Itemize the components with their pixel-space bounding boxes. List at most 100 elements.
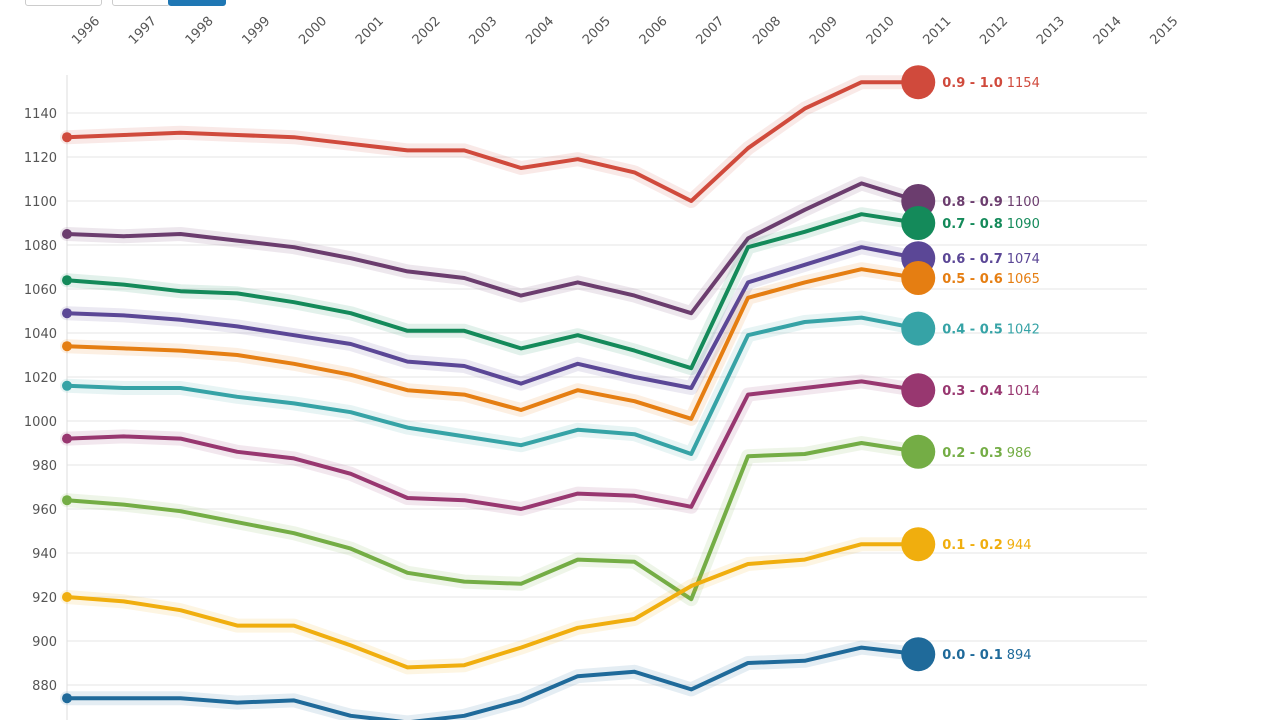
start-point — [62, 380, 72, 391]
start-point — [62, 495, 72, 506]
y-tick-label: 1060 — [24, 283, 57, 298]
series-line[interactable] — [66, 542, 919, 670]
x-tick-label: 2015 — [1147, 14, 1181, 48]
series-end-value: 1090 — [1007, 217, 1040, 232]
x-tick-label: 2006 — [637, 14, 671, 48]
series-name: 0.1 - 0.2 — [942, 538, 1003, 553]
end-marker[interactable] — [901, 637, 936, 672]
y-tick-label: 940 — [32, 547, 57, 562]
series-line[interactable] — [66, 80, 919, 203]
series-line[interactable] — [67, 645, 919, 720]
series-line[interactable] — [66, 379, 919, 511]
series-line[interactable] — [66, 181, 919, 316]
x-tick-label: 2007 — [693, 14, 727, 48]
series-end-label: 0.2 - 0.3 986 — [942, 446, 1031, 461]
end-marker[interactable] — [901, 206, 936, 240]
series-halo — [60, 436, 926, 607]
series-0.7-0.8[interactable]: 0.7 - 0.8 1090 — [60, 206, 1040, 376]
series-0.0-0.1[interactable]: 0.0 - 0.1 894 — [60, 637, 1032, 720]
x-tick-label: 1999 — [239, 14, 273, 48]
series-0.8-0.9[interactable]: 0.8 - 0.9 1100 — [60, 176, 1040, 321]
series-0.4-0.5[interactable]: 0.4 - 0.5 1042 — [60, 310, 1040, 461]
y-tick-label: 1020 — [24, 371, 57, 386]
x-tick-label: 1998 — [183, 14, 217, 48]
start-point — [62, 229, 72, 239]
start-point — [62, 693, 72, 704]
series-0.2-0.3[interactable]: 0.2 - 0.3 986 — [60, 434, 1032, 607]
series-0.1-0.2[interactable]: 0.1 - 0.2 944 — [60, 527, 1032, 675]
series-name: 0.8 - 0.9 — [942, 195, 1003, 210]
series-name: 0.4 - 0.5 — [942, 323, 1003, 338]
series-end-label: 0.4 - 0.5 1042 — [942, 323, 1040, 338]
series-line[interactable] — [66, 441, 919, 602]
series-name: 0.9 - 1.0 — [942, 76, 1003, 91]
end-marker[interactable] — [901, 527, 936, 562]
control-button-3-active[interactable] — [168, 0, 226, 6]
series-end-value: 986 — [1007, 446, 1032, 461]
series-line[interactable] — [66, 212, 919, 371]
y-tick-label: 920 — [32, 591, 57, 606]
end-marker[interactable] — [901, 373, 936, 408]
series-name: 0.5 - 0.6 — [942, 272, 1003, 287]
series-end-label: 0.1 - 0.2 944 — [942, 538, 1031, 553]
y-tick-label: 900 — [32, 635, 57, 650]
series-0.5-0.6[interactable]: 0.5 - 0.6 1065 — [60, 261, 1040, 426]
y-tick-label: 1000 — [24, 415, 57, 430]
series-line[interactable] — [66, 315, 919, 456]
x-tick-label: 2003 — [466, 14, 500, 48]
x-tick-label: 2000 — [296, 14, 330, 48]
series-end-label: 0.0 - 0.1 894 — [942, 648, 1031, 663]
y-tick-label: 880 — [32, 679, 57, 694]
start-point — [62, 433, 72, 444]
y-tick-label: 1080 — [24, 239, 57, 254]
x-tick-label: 2001 — [353, 14, 387, 48]
start-point — [62, 592, 72, 602]
series-line[interactable] — [66, 267, 919, 421]
x-tick-label: 2004 — [523, 14, 557, 48]
x-tick-label: 2002 — [410, 14, 444, 48]
y-tick-label: 960 — [32, 503, 57, 518]
series-end-value: 894 — [1007, 648, 1032, 663]
series-end-value: 1074 — [1007, 252, 1040, 267]
series-0.9-1.0[interactable]: 0.9 - 1.0 1154 — [60, 65, 1040, 208]
series-end-label: 0.7 - 0.8 1090 — [942, 217, 1040, 232]
series-name: 0.3 - 0.4 — [942, 384, 1003, 399]
series-end-label: 0.8 - 0.9 1100 — [942, 195, 1040, 210]
end-marker[interactable] — [901, 261, 936, 295]
series-end-label: 0.6 - 0.7 1074 — [942, 252, 1040, 267]
y-tick-label: 1100 — [24, 195, 57, 210]
series-name: 0.0 - 0.1 — [942, 648, 1003, 663]
x-tick-label: 2014 — [1091, 14, 1125, 48]
x-tick-label: 2010 — [864, 14, 898, 48]
series-end-value: 1100 — [1007, 195, 1040, 210]
x-tick-label: 2012 — [977, 14, 1011, 48]
series-end-value: 1042 — [1007, 323, 1040, 338]
series-name: 0.2 - 0.3 — [942, 446, 1003, 461]
series-end-label: 0.9 - 1.0 1154 — [942, 76, 1040, 91]
x-tick-label: 2011 — [920, 14, 954, 48]
series-0.3-0.4[interactable]: 0.3 - 0.4 1014 — [60, 373, 1040, 516]
series-end-label: 0.3 - 0.4 1014 — [942, 384, 1040, 399]
y-tick-label: 1140 — [24, 107, 57, 122]
series-name: 0.6 - 0.7 — [942, 252, 1003, 267]
start-point — [62, 275, 72, 286]
series-end-value: 944 — [1007, 538, 1032, 553]
x-tick-label: 2008 — [750, 14, 784, 48]
x-tick-label: 2013 — [1034, 14, 1068, 48]
series-0.6-0.7[interactable]: 0.6 - 0.7 1074 — [60, 240, 1040, 395]
series-end-value: 1014 — [1007, 384, 1040, 399]
start-point — [62, 308, 72, 319]
start-point — [62, 132, 72, 143]
x-tick-label: 1997 — [126, 14, 160, 48]
end-marker[interactable] — [901, 434, 936, 469]
end-marker[interactable] — [901, 311, 936, 346]
end-marker[interactable] — [901, 65, 936, 100]
series-end-value: 1065 — [1007, 272, 1040, 287]
control-button-1[interactable] — [25, 0, 102, 6]
series-line[interactable] — [66, 245, 919, 390]
x-tick-label: 1996 — [69, 14, 103, 48]
series-end-value: 1154 — [1007, 76, 1040, 91]
x-tick-label: 2009 — [807, 14, 841, 48]
series-name: 0.7 - 0.8 — [942, 217, 1003, 232]
